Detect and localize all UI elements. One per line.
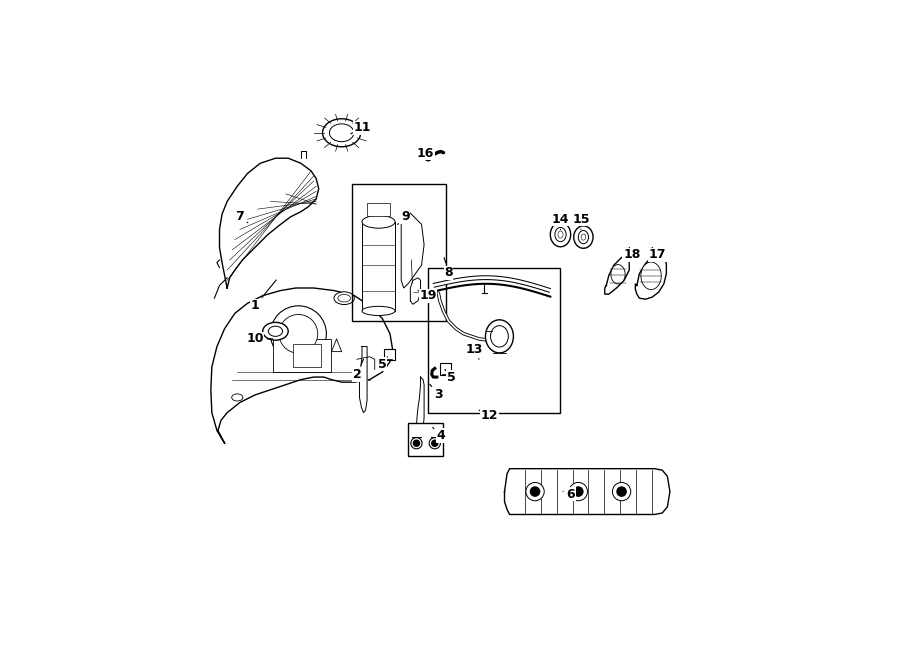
- Polygon shape: [605, 255, 629, 294]
- Ellipse shape: [268, 326, 283, 336]
- Text: 5: 5: [378, 357, 387, 371]
- Ellipse shape: [485, 320, 513, 353]
- Circle shape: [612, 483, 631, 501]
- Polygon shape: [359, 346, 367, 412]
- Ellipse shape: [573, 226, 593, 249]
- Text: 17: 17: [649, 247, 666, 261]
- Circle shape: [425, 155, 431, 161]
- Polygon shape: [505, 469, 670, 514]
- Text: 10: 10: [247, 332, 273, 346]
- Circle shape: [530, 487, 540, 496]
- Polygon shape: [401, 212, 424, 288]
- Bar: [408, 423, 444, 456]
- Ellipse shape: [641, 262, 662, 290]
- Text: 15: 15: [572, 213, 590, 229]
- Text: 2: 2: [353, 360, 364, 381]
- Text: 13: 13: [465, 342, 482, 360]
- Text: 1: 1: [251, 280, 276, 312]
- Ellipse shape: [231, 394, 243, 401]
- Ellipse shape: [322, 119, 361, 147]
- Bar: [352, 184, 446, 321]
- Circle shape: [411, 438, 422, 449]
- Bar: [293, 344, 321, 367]
- Bar: [362, 222, 395, 311]
- Text: 7: 7: [236, 210, 248, 223]
- Circle shape: [279, 315, 318, 353]
- Circle shape: [573, 487, 583, 496]
- Circle shape: [432, 440, 437, 446]
- Bar: [273, 339, 331, 372]
- Ellipse shape: [550, 222, 571, 247]
- Ellipse shape: [362, 306, 395, 315]
- Bar: [367, 203, 390, 215]
- Polygon shape: [220, 158, 319, 288]
- Circle shape: [270, 306, 327, 362]
- Circle shape: [617, 487, 626, 496]
- Ellipse shape: [263, 323, 288, 340]
- Bar: [440, 364, 451, 375]
- Polygon shape: [635, 253, 666, 299]
- Ellipse shape: [491, 326, 508, 347]
- Text: 4: 4: [433, 428, 446, 442]
- Text: 14: 14: [552, 213, 569, 229]
- Polygon shape: [211, 288, 392, 444]
- Bar: [428, 268, 561, 412]
- Text: 5: 5: [445, 369, 455, 383]
- Polygon shape: [417, 377, 424, 433]
- Bar: [384, 349, 395, 360]
- Polygon shape: [410, 278, 420, 304]
- Circle shape: [429, 438, 440, 449]
- Text: 3: 3: [430, 384, 443, 401]
- Text: 18: 18: [623, 247, 641, 261]
- Ellipse shape: [611, 264, 625, 284]
- Ellipse shape: [334, 292, 355, 305]
- Text: 11: 11: [351, 121, 371, 134]
- Ellipse shape: [581, 234, 586, 240]
- Ellipse shape: [338, 294, 350, 302]
- Text: 6: 6: [563, 488, 575, 500]
- Circle shape: [413, 440, 419, 446]
- Text: 19: 19: [418, 289, 436, 302]
- Ellipse shape: [555, 227, 566, 242]
- Ellipse shape: [362, 215, 395, 228]
- Circle shape: [427, 156, 429, 159]
- Ellipse shape: [579, 231, 589, 244]
- Circle shape: [569, 483, 588, 501]
- Text: 12: 12: [479, 408, 498, 422]
- Text: 16: 16: [417, 147, 435, 159]
- Ellipse shape: [558, 231, 563, 238]
- Ellipse shape: [329, 124, 354, 141]
- Text: 9: 9: [398, 210, 410, 224]
- Text: 8: 8: [445, 258, 453, 279]
- Circle shape: [526, 483, 544, 501]
